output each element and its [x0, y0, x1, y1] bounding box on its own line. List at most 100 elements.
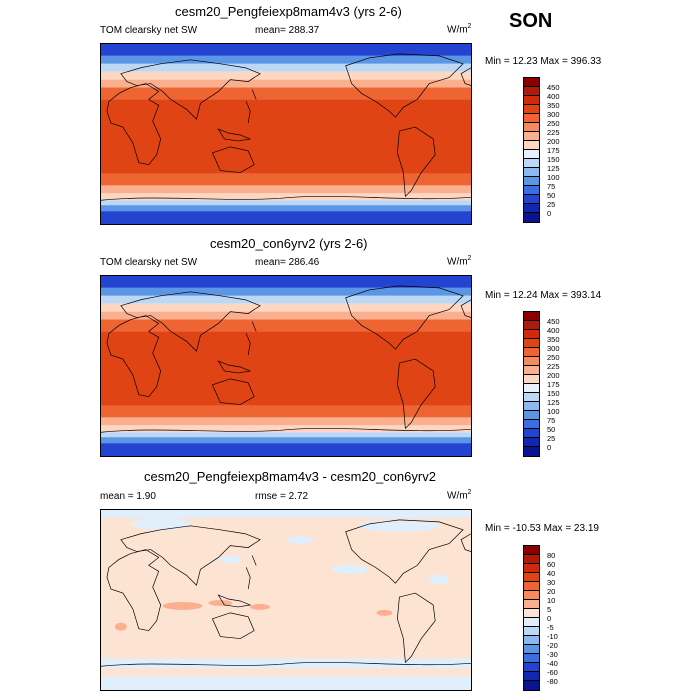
panel-3-map: [100, 509, 472, 691]
panel-1-colorbar-tick: 25: [547, 200, 556, 209]
panel-1-map: [100, 43, 472, 225]
panel-1-colorbar-segment: [524, 213, 539, 222]
panel-2-colorbar-tick: 225: [547, 362, 560, 371]
panel-3-colorbar-tick: 40: [547, 569, 556, 578]
panel-3-colorbar-segment: [524, 645, 539, 654]
panel-1-colorbar: [523, 77, 540, 223]
panel-2-variable-label: TOM clearsky net SW: [100, 257, 198, 268]
panel-1-colorbar-segment: [524, 204, 539, 213]
panel-1-colorbar-tick: 0: [547, 209, 552, 218]
panel-2-mean-label: mean= 286.46: [255, 257, 320, 268]
panel-3-colorbar-tick: 20: [547, 587, 556, 596]
panel-3-colorbar-tick: -5: [547, 623, 554, 632]
panel-1-colorbar-tick: 250: [547, 119, 560, 128]
panel-2-colorbar-tick: 50: [547, 425, 556, 434]
panel-1-colorbar-segment: [524, 96, 539, 105]
panel-1-colorbar-tick: 200: [547, 137, 560, 146]
panel-3-colorbar-tick: 0: [547, 614, 552, 623]
panel-3-unit-label: W/m2: [447, 489, 472, 502]
panel-1-colorbar-segment: [524, 150, 539, 159]
panel-3-colorbar-segment: [524, 573, 539, 582]
panel-1-colorbar-segment: [524, 78, 539, 87]
panel-3-colorbar-segment: [524, 618, 539, 627]
panel-2-colorbar-segment: [524, 312, 539, 321]
panel-3-colorbar-segment: [524, 546, 539, 555]
panel-1-colorbar-tick: 350: [547, 101, 560, 110]
panel-2-colorbar-tick: 200: [547, 371, 560, 380]
panel-3-colorbar-tick: -20: [547, 641, 558, 650]
panel-2-colorbar-tick: 150: [547, 389, 560, 398]
panel-2-colorbar-tick: 25: [547, 434, 556, 443]
panel-3-colorbar-tick: -30: [547, 650, 558, 659]
panel-3-colorbar-tick: 60: [547, 560, 556, 569]
panel-1-colorbar-segment: [524, 186, 539, 195]
panel-3-colorbar-segment: [524, 627, 539, 636]
panel-2-colorbar-tick: 100: [547, 407, 560, 416]
panel-1-title: cesm20_Pengfeiexp8mam4v3 (yrs 2-6): [175, 4, 402, 19]
panel-3-colorbar-segment: [524, 582, 539, 591]
panel-1-colorbar-segment: [524, 132, 539, 141]
season-label: SON: [509, 10, 553, 32]
panel-3-colorbar-tick: -80: [547, 677, 558, 686]
panel-3-colorbar-segment: [524, 555, 539, 564]
panel-2-colorbar-segment: [524, 447, 539, 456]
panel-3-colorbar-tick: -40: [547, 659, 558, 668]
panel-3-colorbar-segment: [524, 681, 539, 690]
panel-1-colorbar-segment: [524, 114, 539, 123]
panel-2-colorbar-segment: [524, 357, 539, 366]
panel-2-colorbar-segment: [524, 339, 539, 348]
panel-2-colorbar-tick: 350: [547, 335, 560, 344]
panel-1-variable-label: TOM clearsky net SW: [100, 25, 198, 36]
panel-1-colorbar-segment: [524, 141, 539, 150]
panel-1-colorbar-tick: 175: [547, 146, 560, 155]
panel-1-colorbar-tick: 300: [547, 110, 560, 119]
panel-1-unit-label: W/m2: [447, 23, 472, 36]
panel-2-title: cesm20_con6yrv2 (yrs 2-6): [210, 236, 368, 251]
panel-1-colorbar-tick: 50: [547, 191, 556, 200]
panel-2-colorbar-tick: 0: [547, 443, 552, 452]
panel-2-colorbar: [523, 311, 540, 457]
panel-2-colorbar-segment: [524, 321, 539, 330]
panel-2-colorbar-segment: [524, 375, 539, 384]
panel-3-colorbar-segment: [524, 636, 539, 645]
panel-2-colorbar-segment: [524, 438, 539, 447]
panel-2-colorbar-segment: [524, 429, 539, 438]
panel-1-colorbar-tick: 225: [547, 128, 560, 137]
panel-1-colorbar-tick: 450: [547, 83, 560, 92]
panel-3-colorbar-segment: [524, 600, 539, 609]
panel-3-colorbar-tick: 80: [547, 551, 556, 560]
panel-1-colorbar-segment: [524, 177, 539, 186]
panel-2-colorbar-tick: 300: [547, 344, 560, 353]
panel-3-rmse-label: rmse = 2.72: [255, 491, 309, 502]
panel-2-colorbar-segment: [524, 384, 539, 393]
panel-2-colorbar-segment: [524, 393, 539, 402]
panel-2-colorbar-segment: [524, 402, 539, 411]
panel-1-colorbar-segment: [524, 195, 539, 204]
panel-2-colorbar-segment: [524, 330, 539, 339]
panel-1-minmax-label: Min = 12.23 Max = 396.33: [485, 56, 602, 67]
panel-2-colorbar-segment: [524, 348, 539, 357]
panel-2-minmax-label: Min = 12.24 Max = 393.14: [485, 290, 602, 301]
panel-3-colorbar-segment: [524, 654, 539, 663]
panel-2-colorbar-tick: 250: [547, 353, 560, 362]
panel-3-minmax-label: Min = -10.53 Max = 23.19: [485, 523, 599, 534]
panel-3-colorbar-segment: [524, 663, 539, 672]
panel-2-colorbar-tick: 450: [547, 317, 560, 326]
panel-2-colorbar-tick: 75: [547, 416, 556, 425]
panel-3-colorbar-tick: -10: [547, 632, 558, 641]
panel-1-colorbar-tick: 125: [547, 164, 560, 173]
panel-1-colorbar-tick: 100: [547, 173, 560, 182]
panel-1-colorbar-segment: [524, 105, 539, 114]
panel-2-colorbar-segment: [524, 411, 539, 420]
panel-1-mean-label: mean= 288.37: [255, 25, 320, 36]
panel-3-mean-label: mean = 1.90: [100, 491, 156, 502]
panel-1-colorbar-tick: 400: [547, 92, 560, 101]
panel-2-colorbar-segment: [524, 420, 539, 429]
panel-1-colorbar-segment: [524, 123, 539, 132]
panel-3-colorbar-tick: 10: [547, 596, 556, 605]
panel-1-colorbar-tick: 150: [547, 155, 560, 164]
panel-3-colorbar-tick: -60: [547, 668, 558, 677]
panel-1-colorbar-tick: 75: [547, 182, 556, 191]
panel-1-colorbar-segment: [524, 168, 539, 177]
panel-2-colorbar-tick: 125: [547, 398, 560, 407]
